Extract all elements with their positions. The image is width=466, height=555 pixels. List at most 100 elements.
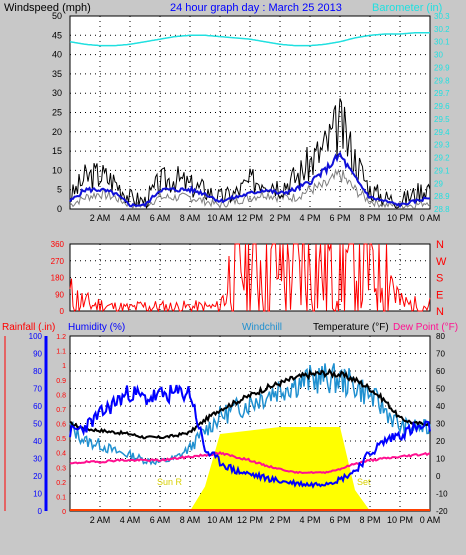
barometer-tick-label: 28.8 [434,205,450,214]
humidity-tick-label: 20 [33,472,42,481]
wind-x-tick-label: 2 PM [269,213,290,223]
temperature-tick-label: 80 [436,332,445,341]
wind-x-tick-label: 4 AM [120,213,141,223]
rainfall-tick-label: 0.5 [56,436,66,443]
temp-x-tick-label: 8 PM [359,515,380,525]
barometer-tick-label: 30.3 [434,12,450,21]
wind-x-tick-label: 4 PM [299,213,320,223]
wind-axis-title: Windspeed (mph) [4,2,91,14]
wind-x-tick-label: 8 AM [180,213,201,223]
wind-tick-label: 35 [52,69,62,79]
wind-tick-label: 30 [52,88,62,98]
barometer-tick-label: 30 [434,51,443,60]
wind-tick-label: 50 [52,11,62,21]
wind-tick-label: 40 [52,50,62,60]
temperature-tick-label: 10 [436,455,445,464]
rainfall-legend: Rainfall (.in) [2,322,55,333]
rainfall-tick-label: 0.8 [56,392,66,399]
barometer-tick-label: 29.9 [434,63,450,72]
humidity-tick-label: 90 [33,350,42,359]
chart-title: 24 hour graph day : March 25 2013 [170,2,342,14]
barometer-tick-label: 29.3 [434,141,450,150]
temperature-tick-label: -10 [436,490,448,499]
temperature-tick-label: 50 [436,385,445,394]
temp-x-tick-label: 4 AM [120,515,141,525]
wind-average-series-line [69,151,431,209]
direction-tick-label: 270 [51,257,65,266]
direction-tick-label: 180 [51,274,65,283]
sun-set-label: Set [357,477,371,487]
temperature-tick-label: 70 [436,350,445,359]
wind-x-tick-label: 10 PM [387,213,413,223]
barometer-tick-label: 29.2 [434,154,450,163]
rainfall-tick-label: 0.7 [56,407,66,414]
temp-x-tick-label: 12 PM [237,515,263,525]
dewpoint-legend: Dew Point (°F) [393,322,458,333]
barometer-tick-label: 28.9 [434,192,450,201]
humidity-tick-label: 10 [33,490,42,499]
rainfall-tick-label: 0.6 [56,422,66,429]
wind-x-tick-label: 12 PM [237,213,263,223]
temp-x-tick-label: 8 AM [180,515,201,525]
humidity-tick-label: 80 [33,367,42,376]
barometer-tick-label: 30.2 [434,25,450,34]
wind-tick-label: 5 [57,185,62,195]
compass-tick-label: S [436,273,443,285]
wind-tick-label: 25 [52,108,62,118]
humidity-tick-label: 40 [33,437,42,446]
barometer-tick-label: 29.4 [434,128,450,137]
wind-x-tick-label: 0 AM [420,213,441,223]
temp-x-tick-label: 6 AM [150,515,171,525]
compass-tick-label: E [436,289,443,301]
rainfall-tick-label: 0 [62,509,66,516]
barometer-tick-label: 29.1 [434,166,450,175]
wind-tick-label: 10 [52,165,62,175]
wind-x-tick-label: 2 AM [90,213,111,223]
temp-x-tick-label: 10 AM [207,515,233,525]
direction-tick-label: 0 [60,307,65,316]
barometer-tick-label: 30.1 [434,38,450,47]
rainfall-tick-label: 0.3 [56,465,66,472]
temperature-legend: Temperature (°F) [313,322,389,333]
dewpoint-series-line [69,450,431,475]
humidity-tick-label: 30 [33,455,42,464]
windspeed-series-line [69,98,431,209]
direction-tick-label: 90 [55,290,64,299]
temp-x-tick-label: 6 PM [329,515,350,525]
humidity-tick-label: 100 [29,332,43,341]
wind-x-tick-label: 6 AM [150,213,171,223]
wind-tick-label: 15 [52,146,62,156]
solar-area [70,427,430,511]
wind-tick-label: 45 [52,30,62,40]
windchill-legend: Windchill [242,322,282,333]
temperature-tick-label: 0 [436,472,441,481]
humidity-tick-label: 70 [33,385,42,394]
temperature-series-line [69,368,431,440]
barometer-tick-label: 29.6 [434,102,450,111]
barometer-tick-label: 29 [434,179,443,188]
wind-x-tick-label: 6 PM [329,213,350,223]
wind-tick-label: 20 [52,127,62,137]
rainfall-tick-label: 0.4 [56,451,66,458]
barometer-axis-title: Barometer (in) [372,2,442,14]
barometer-tick-label: 29.5 [434,115,450,124]
rainfall-tick-label: 1.2 [56,334,66,341]
sun-rise-label: Sun R [157,477,183,487]
wind-x-tick-label: 8 PM [359,213,380,223]
temperature-tick-label: 30 [436,420,445,429]
humidity-tick-label: 0 [38,507,43,516]
rainfall-tick-label: 0.2 [56,480,66,487]
rainfall-tick-label: 0.1 [56,494,66,501]
compass-tick-label: N [436,239,444,251]
humidity-tick-label: 60 [33,402,42,411]
temp-x-tick-label: 0 AM [420,515,441,525]
humidity-tick-label: 50 [33,420,42,429]
rainfall-tick-label: 1.1 [56,349,66,356]
temp-x-tick-label: 10 PM [387,515,413,525]
temp-x-tick-label: 4 PM [299,515,320,525]
barometer-tick-label: 29.7 [434,89,450,98]
wind-x-tick-label: 10 AM [207,213,233,223]
temperature-tick-label: -20 [436,507,448,516]
compass-tick-label: W [436,256,447,268]
